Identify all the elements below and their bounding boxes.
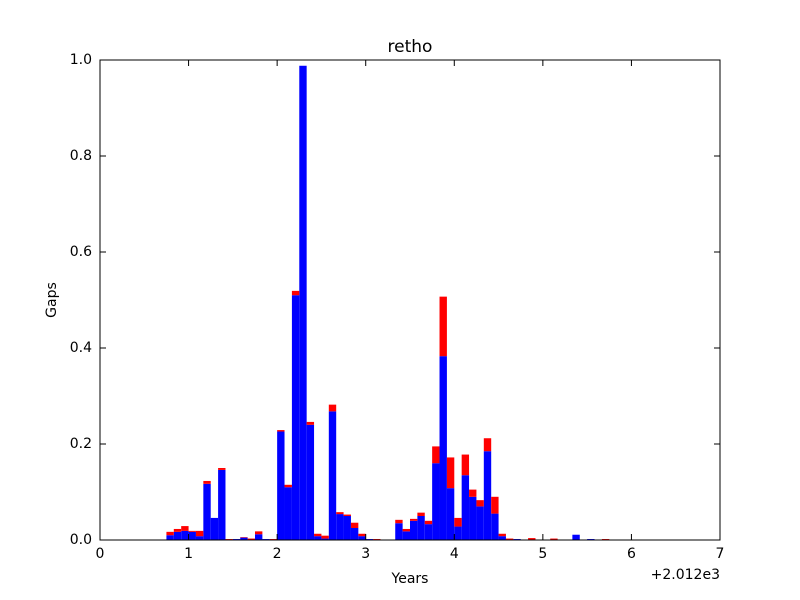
histogram-bar <box>195 536 204 540</box>
histogram-bar <box>306 421 315 425</box>
histogram-bar <box>203 483 211 540</box>
histogram-bar <box>483 451 492 540</box>
histogram-bar <box>203 480 211 484</box>
histogram-bar <box>314 533 322 537</box>
plot-area <box>166 65 610 540</box>
x-tick-label: 5 <box>538 546 547 562</box>
histogram-bar <box>432 463 440 540</box>
histogram-bar <box>277 431 285 540</box>
histogram-bar <box>395 519 403 524</box>
histogram-bar <box>321 538 329 540</box>
histogram-bar <box>358 533 366 537</box>
histogram-bar <box>181 530 189 540</box>
x-tick-label: 2 <box>273 546 282 562</box>
histogram-bar <box>476 500 484 507</box>
histogram-bar <box>491 513 499 540</box>
histogram-bar <box>410 518 418 521</box>
histogram-bar <box>432 446 440 464</box>
chart-title: retho <box>388 37 433 57</box>
histogram-bar <box>483 438 492 452</box>
histogram-bar <box>166 535 174 540</box>
histogram-bar <box>469 496 477 540</box>
histogram-bar <box>336 512 344 515</box>
x-tick-label: 0 <box>96 546 105 562</box>
histogram-bar <box>299 65 307 540</box>
histogram-bar <box>188 530 196 532</box>
histogram-bar <box>188 531 196 540</box>
histogram-bar <box>358 536 366 540</box>
histogram-bar <box>498 536 506 540</box>
y-tick-label: 1.0 <box>70 52 92 68</box>
y-tick-label: 0.0 <box>70 532 92 548</box>
x-tick-label: 7 <box>716 546 725 562</box>
histogram-bar <box>417 516 425 540</box>
histogram-bar <box>195 530 204 537</box>
histogram-bar <box>328 404 337 412</box>
y-tick-label: 0.6 <box>70 244 92 260</box>
histogram-bar <box>505 538 514 540</box>
x-tick-label: 3 <box>361 546 370 562</box>
histogram-bar <box>528 538 536 540</box>
histogram-bar <box>395 523 403 540</box>
histogram-bar <box>461 454 470 476</box>
histogram-bar <box>291 295 300 540</box>
histogram-bar <box>277 430 285 432</box>
histogram-bar <box>454 517 462 527</box>
histogram-bar <box>417 512 425 516</box>
y-tick-label: 0.2 <box>70 436 92 452</box>
histogram-bar <box>350 522 359 528</box>
histogram-bar <box>218 469 226 540</box>
histogram-bar <box>402 528 410 532</box>
histogram-bar <box>446 457 455 489</box>
histogram-bar <box>173 528 182 532</box>
histogram-bar <box>410 520 418 540</box>
x-offset-label: +2.012e3 <box>651 567 720 583</box>
histogram-bar <box>343 514 351 516</box>
histogram-bar <box>469 489 477 497</box>
y-axis-label: Gaps <box>44 282 60 318</box>
x-tick-label: 6 <box>627 546 636 562</box>
histogram-bar <box>476 506 484 540</box>
histogram-bar <box>314 536 322 540</box>
x-tick-label: 4 <box>450 546 459 562</box>
histogram-bar <box>498 533 506 537</box>
histogram-bar <box>181 526 189 531</box>
x-axis-label: Years <box>391 571 429 587</box>
histogram-bar <box>173 531 182 540</box>
x-tick-label: 1 <box>184 546 193 562</box>
histogram-bar <box>454 526 462 540</box>
histogram-bar <box>572 534 580 540</box>
histogram-bar <box>439 296 447 357</box>
histogram-bar <box>439 356 447 540</box>
histogram-bar <box>343 516 351 540</box>
histogram-bar <box>328 411 337 540</box>
histogram-bar <box>446 488 455 540</box>
histogram-bar <box>550 538 558 540</box>
histogram-bar <box>402 531 410 540</box>
histogram-bar <box>284 487 292 540</box>
histogram-bar <box>218 468 226 470</box>
histogram-bar <box>240 537 248 540</box>
histogram-bar <box>210 517 219 540</box>
histogram-bar <box>166 531 174 536</box>
histogram-bar <box>291 290 300 296</box>
histogram-bar <box>491 496 499 514</box>
y-tick-label: 0.4 <box>70 340 92 356</box>
histogram-bar <box>424 524 433 540</box>
histogram-bar <box>255 534 263 540</box>
histogram-bar <box>424 520 433 525</box>
axes-frame <box>99 59 721 541</box>
histogram-bar <box>350 528 359 540</box>
histogram-bar <box>284 484 292 488</box>
histogram-bar <box>461 475 470 540</box>
histogram-bar <box>306 424 315 540</box>
histogram-bar <box>247 538 255 540</box>
histogram-bar <box>321 535 329 539</box>
histogram-bar <box>336 514 344 540</box>
histogram-bar <box>255 531 263 535</box>
y-tick-label: 0.8 <box>70 148 92 164</box>
